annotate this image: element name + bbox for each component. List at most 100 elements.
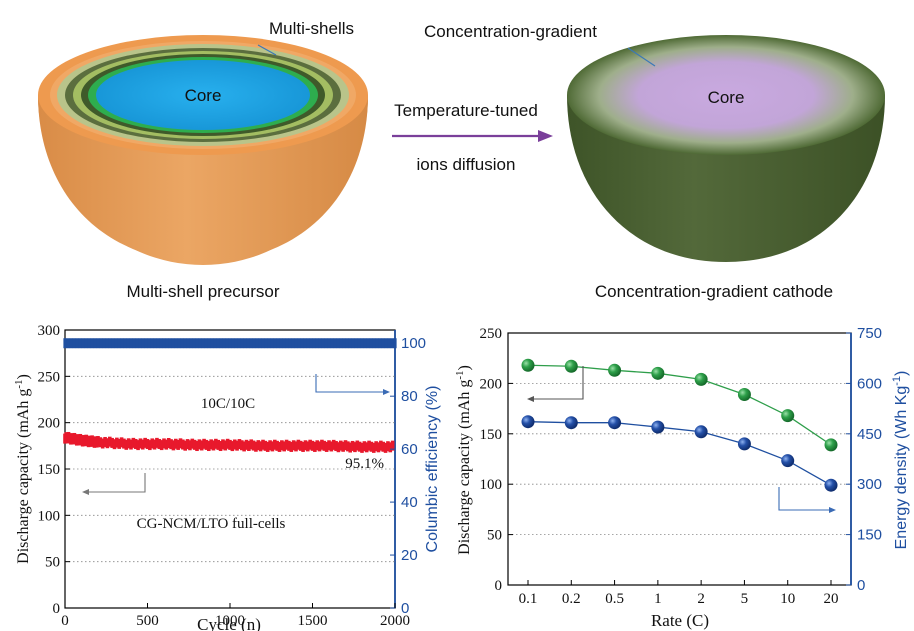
- efficiency-point: [357, 338, 361, 349]
- chart2-y2tick-label: 300: [857, 476, 882, 493]
- efficiency-point: [333, 338, 337, 349]
- chart1-y2tick-label: 100: [401, 335, 426, 352]
- efficiency-point: [243, 338, 247, 349]
- efficiency-point: [231, 338, 235, 349]
- left-caption: Multi-shell precursor: [126, 282, 279, 301]
- capacity-point: [284, 439, 289, 450]
- efficiency-point: [309, 338, 313, 349]
- efficiency-point: [150, 338, 154, 349]
- efficiency-point: [90, 338, 94, 349]
- efficiency-point: [78, 338, 82, 349]
- chart1-ytick-label: 200: [38, 416, 61, 432]
- capacity-point: [126, 438, 131, 449]
- capacity-point: [202, 438, 206, 449]
- capacity-point: [305, 441, 310, 452]
- capacity-point: [107, 436, 112, 447]
- efficiency-point: [366, 338, 370, 349]
- rate-chart: 0 50 100 150 200 250 0 150 300 450 600 750 0.1 0.2 0.5…: [454, 325, 910, 630]
- capacity-point: [346, 441, 350, 452]
- efficiency-point: [153, 338, 157, 349]
- capacity-point: [178, 438, 183, 449]
- chart2-y2tick-label: 150: [857, 527, 882, 544]
- efficiency-point: [324, 338, 328, 349]
- capacity-point: [322, 440, 327, 451]
- efficiency-point: [315, 338, 319, 349]
- capacity-point: [218, 441, 223, 452]
- efficiency-point: [108, 338, 112, 349]
- chart1-ytick-label: 100: [38, 508, 61, 524]
- efficiency-point: [261, 338, 265, 349]
- chart2-xtick-label: 0.2: [562, 591, 581, 607]
- efficiency-point: [342, 338, 346, 349]
- cell-annotation: CG-NCM/LTO full-cells: [137, 516, 286, 532]
- efficiency-point: [87, 338, 91, 349]
- efficiency-point: [99, 338, 103, 349]
- efficiency-point: [216, 338, 220, 349]
- efficiency-point: [384, 338, 388, 349]
- chart1-ytick-label: 250: [38, 369, 61, 385]
- efficiency-point: [318, 338, 322, 349]
- multi-shell-hemisphere: [38, 35, 368, 265]
- efficiency-point: [75, 338, 79, 349]
- chart2-ylabel: Discharge capacity (mAh g-1): [454, 365, 473, 555]
- chart1-ytick-label: 150: [38, 462, 61, 478]
- efficiency-point: [228, 338, 232, 349]
- efficiency-point: [105, 338, 109, 349]
- red-pointer-head: [82, 489, 89, 495]
- capacity-point: [138, 438, 143, 449]
- capacity-point: [338, 440, 343, 451]
- capacity-point: [303, 440, 308, 451]
- capacity-point: [336, 442, 341, 453]
- arrow-top-label: Temperature-tuned: [394, 101, 538, 120]
- efficiency-point: [198, 338, 202, 349]
- capacity-point: [249, 439, 254, 450]
- chart2-y2tick-label: 450: [857, 426, 882, 443]
- capacity-point: [268, 440, 272, 451]
- efficiency-point: [123, 338, 127, 349]
- efficiency-point: [327, 338, 331, 349]
- capacity-point: [287, 440, 291, 451]
- capacity-point: [115, 437, 119, 448]
- efficiency-point: [213, 338, 217, 349]
- chart2-xlabel: Rate (C): [651, 611, 709, 630]
- chart2-xtick-label: 5: [741, 591, 749, 607]
- energy-point: [737, 437, 751, 451]
- efficiency-point: [348, 338, 352, 349]
- efficiency-point: [237, 338, 241, 349]
- capacity-point: [353, 442, 357, 453]
- efficiency-point: [147, 338, 151, 349]
- right-callout-line: [627, 47, 656, 67]
- chart2-xtick-label: 0.1: [519, 591, 538, 607]
- capacity-point: [291, 440, 296, 451]
- capacity-point: [263, 440, 268, 451]
- efficiency-point: [354, 338, 358, 349]
- capacity-point: [737, 387, 751, 401]
- efficiency-point: [135, 338, 139, 349]
- chart1-xtick-label: 500: [136, 613, 159, 629]
- capacity-point: [381, 441, 386, 452]
- chart2-xtick-label: 20: [824, 591, 839, 607]
- green-pointer-head: [527, 396, 534, 402]
- chart2-xtick-label: 10: [780, 591, 795, 607]
- chart1-y2tick-label: 0: [401, 600, 409, 617]
- capacity-point: [294, 441, 298, 452]
- efficiency-point: [369, 338, 373, 349]
- efficiency-point: [111, 338, 115, 349]
- capacity-point: [150, 438, 155, 449]
- capacity-point: [166, 438, 171, 449]
- capacity-point: [143, 437, 147, 448]
- efficiency-point: [336, 338, 340, 349]
- chart2-ytick-label: 150: [480, 427, 503, 443]
- efficiency-point: [372, 338, 376, 349]
- capacity-point: [362, 441, 367, 452]
- efficiency-point: [141, 338, 145, 349]
- chart1-ylabel: Discharge capacity (mAh g-1): [13, 374, 32, 564]
- capacity-point: [272, 439, 277, 450]
- chart2-y2tick-label: 0: [857, 577, 865, 594]
- capacity-point: [235, 440, 239, 451]
- capacity-point: [206, 441, 211, 452]
- capacity-point: [371, 442, 376, 453]
- capacity-point: [216, 439, 221, 450]
- efficiency-point: [378, 338, 382, 349]
- efficiency-point: [330, 338, 334, 349]
